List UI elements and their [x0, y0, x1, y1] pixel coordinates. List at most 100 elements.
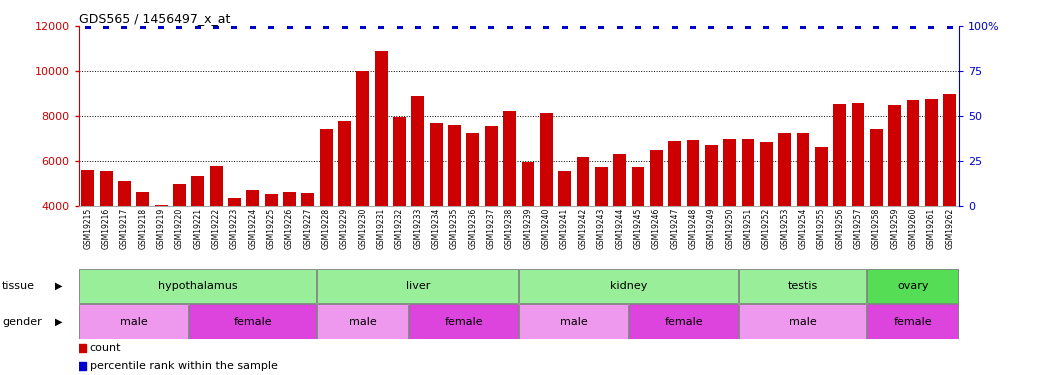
- Bar: [339, 121, 351, 296]
- Text: GSM19222: GSM19222: [212, 208, 221, 249]
- Text: GSM19235: GSM19235: [450, 208, 459, 249]
- Bar: [669, 141, 681, 296]
- Bar: [173, 184, 185, 296]
- Bar: [613, 154, 626, 296]
- Text: GSM19240: GSM19240: [542, 208, 551, 249]
- Bar: [907, 100, 919, 296]
- Text: GSM19252: GSM19252: [762, 208, 771, 249]
- Text: GSM19239: GSM19239: [523, 208, 532, 249]
- Bar: [430, 123, 442, 296]
- Text: GSM19233: GSM19233: [413, 208, 422, 249]
- Bar: [595, 167, 608, 296]
- Bar: [412, 96, 424, 296]
- Text: GSM19221: GSM19221: [193, 208, 202, 249]
- Text: GSM19251: GSM19251: [743, 208, 752, 249]
- Bar: [79, 304, 188, 339]
- Bar: [540, 113, 552, 296]
- Bar: [723, 139, 736, 296]
- Bar: [466, 133, 479, 296]
- Text: GDS565 / 1456497_x_at: GDS565 / 1456497_x_at: [79, 12, 230, 25]
- Bar: [889, 105, 901, 296]
- Bar: [779, 133, 791, 296]
- Bar: [742, 139, 755, 296]
- Text: male: male: [560, 316, 588, 327]
- Text: ovary: ovary: [897, 281, 929, 291]
- Bar: [576, 157, 589, 296]
- Text: GSM19228: GSM19228: [322, 208, 331, 249]
- Text: GSM19250: GSM19250: [725, 208, 735, 249]
- Bar: [449, 125, 461, 296]
- Text: GSM19215: GSM19215: [83, 208, 92, 249]
- Text: ▶: ▶: [54, 316, 62, 327]
- Text: gender: gender: [2, 316, 42, 327]
- Bar: [519, 304, 628, 339]
- Text: GSM19238: GSM19238: [505, 208, 515, 249]
- Text: count: count: [89, 343, 122, 353]
- Bar: [870, 129, 882, 296]
- Bar: [833, 104, 846, 296]
- Bar: [522, 162, 534, 296]
- Text: female: female: [664, 316, 703, 327]
- Text: GSM19242: GSM19242: [578, 208, 588, 249]
- Bar: [925, 99, 938, 296]
- Bar: [852, 103, 865, 296]
- Text: GSM19225: GSM19225: [266, 208, 276, 249]
- Text: GSM19218: GSM19218: [138, 208, 148, 249]
- Text: male: male: [119, 316, 148, 327]
- Bar: [485, 126, 498, 296]
- Text: GSM19244: GSM19244: [615, 208, 625, 249]
- Bar: [760, 142, 772, 296]
- Bar: [650, 150, 662, 296]
- Bar: [82, 170, 94, 296]
- Bar: [393, 117, 406, 296]
- Bar: [868, 269, 958, 303]
- Text: male: male: [789, 316, 816, 327]
- Text: liver: liver: [406, 281, 430, 291]
- Bar: [246, 190, 259, 296]
- Bar: [705, 146, 718, 296]
- Text: GSM19234: GSM19234: [432, 208, 441, 249]
- Text: GSM19219: GSM19219: [156, 208, 166, 249]
- Bar: [189, 304, 316, 339]
- Text: GSM19254: GSM19254: [799, 208, 808, 249]
- Text: male: male: [349, 316, 376, 327]
- Bar: [868, 304, 958, 339]
- Bar: [320, 129, 332, 296]
- Bar: [559, 171, 571, 296]
- Text: GSM19217: GSM19217: [119, 208, 129, 249]
- Bar: [629, 304, 738, 339]
- Bar: [228, 198, 241, 296]
- Text: GSM19226: GSM19226: [285, 208, 294, 249]
- Text: GSM19247: GSM19247: [670, 208, 679, 249]
- Text: female: female: [234, 316, 272, 327]
- Text: GSM19229: GSM19229: [340, 208, 349, 249]
- Text: testis: testis: [788, 281, 818, 291]
- Text: GSM19231: GSM19231: [376, 208, 386, 249]
- Text: GSM19248: GSM19248: [689, 208, 698, 249]
- Text: GSM19262: GSM19262: [945, 208, 955, 249]
- Bar: [632, 167, 645, 296]
- Text: tissue: tissue: [2, 281, 35, 291]
- Text: GSM19243: GSM19243: [596, 208, 606, 249]
- Text: GSM19241: GSM19241: [560, 208, 569, 249]
- Text: GSM19216: GSM19216: [102, 208, 111, 249]
- Bar: [316, 269, 518, 303]
- Text: GSM19256: GSM19256: [835, 208, 845, 249]
- Bar: [210, 166, 222, 296]
- Text: GSM19223: GSM19223: [230, 208, 239, 249]
- Text: GSM19246: GSM19246: [652, 208, 661, 249]
- Bar: [796, 133, 809, 296]
- Bar: [503, 111, 516, 296]
- Text: GSM19258: GSM19258: [872, 208, 881, 249]
- Text: GSM19236: GSM19236: [468, 208, 478, 249]
- Bar: [118, 182, 131, 296]
- Text: GSM19249: GSM19249: [706, 208, 716, 249]
- Bar: [136, 192, 149, 296]
- Text: percentile rank within the sample: percentile rank within the sample: [89, 361, 278, 371]
- Text: female: female: [444, 316, 483, 327]
- Bar: [815, 147, 828, 296]
- Bar: [302, 193, 314, 296]
- Bar: [943, 94, 956, 296]
- Text: GSM19253: GSM19253: [780, 208, 789, 249]
- Text: ▶: ▶: [54, 281, 62, 291]
